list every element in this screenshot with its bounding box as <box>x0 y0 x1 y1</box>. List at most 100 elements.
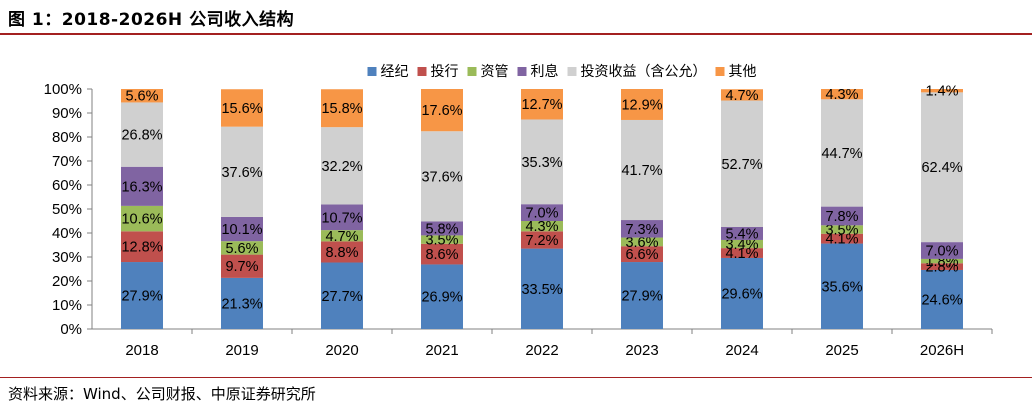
bar-segment <box>521 221 563 232</box>
y-tick-label: 20% <box>52 273 82 290</box>
bar-segment <box>721 257 763 329</box>
bar-segment <box>221 216 263 242</box>
chart-legend: 经纪 投行 资管 利息 投资收益（含公允） 其他 <box>367 63 757 79</box>
source-rule <box>0 377 1032 378</box>
data-label: 62.4% <box>921 160 962 176</box>
bar-segment <box>821 243 863 329</box>
bar-segment <box>321 89 363 128</box>
bar-segment <box>521 231 563 249</box>
bar-segment <box>121 102 163 167</box>
x-tick-label: 2025 <box>825 342 858 359</box>
data-label: 15.8% <box>321 101 362 117</box>
bar-segment <box>521 119 563 205</box>
bar-segment <box>321 204 363 231</box>
data-label: 4.3% <box>525 219 558 235</box>
bar-segment <box>221 254 263 278</box>
source-note: 资料来源：Wind、公司财报、中原证券研究所 <box>8 385 316 403</box>
bar-stack-2018: 27.9% 12.8% 10.6% 16.3% 26.8% 5.6% <box>121 89 163 329</box>
y-tick-label: 60% <box>52 177 82 194</box>
y-tick-label: 0% <box>60 321 82 338</box>
bar-stack-2025: 35.6% 4.1%3.5%7.8% 44.7% 4.3% <box>821 87 863 329</box>
data-label: 7.8% <box>825 209 858 225</box>
stacked-bar-chart: 0% 10% 20% 30% 40% 50% 60% 70% 80% 90% 100% 27.9% 12… <box>44 63 993 359</box>
bar-segment <box>721 248 763 258</box>
y-tick-label: 40% <box>52 225 82 242</box>
y-tick-label: 30% <box>52 249 82 266</box>
data-label: 15.6% <box>221 101 262 117</box>
data-label: 10.6% <box>121 212 162 228</box>
x-tick-label: 2018 <box>125 342 158 359</box>
data-label: 3.5% <box>425 233 458 249</box>
x-tick-label: 2019 <box>225 342 258 359</box>
data-label: 27.9% <box>121 289 162 305</box>
bar-segment <box>921 263 963 270</box>
data-label: 3.5% <box>825 223 858 239</box>
data-label: 8.6% <box>425 247 458 263</box>
bar-segment <box>321 230 363 242</box>
bar-segment <box>121 205 163 232</box>
bar-segment <box>221 241 263 255</box>
x-tick-label: 2024 <box>725 342 758 359</box>
bar-segment <box>621 119 663 221</box>
legend-label: 利息 <box>531 63 559 79</box>
data-label: 3.6% <box>625 235 658 251</box>
data-label: 44.7% <box>821 146 862 162</box>
y-tick-label: 70% <box>52 153 82 170</box>
data-label: 6.6% <box>625 247 658 263</box>
bar-stack-2022: 33.5% 7.2%4.3%7.0% 35.3% 12.7% <box>521 89 563 329</box>
legend-label: 资管 <box>481 63 509 79</box>
data-label: 5.6% <box>225 241 258 257</box>
y-tick-label: 100% <box>44 81 82 98</box>
bar-segment <box>421 235 463 244</box>
data-label: 4.3% <box>825 87 858 103</box>
data-label: 4.1% <box>825 232 858 248</box>
data-label: 7.0% <box>525 206 558 222</box>
bar-segment <box>121 89 163 103</box>
data-label: 33.5% <box>521 282 562 298</box>
y-tick-label: 50% <box>52 201 82 218</box>
legend-swatch <box>367 67 377 76</box>
bar-segment <box>321 127 363 205</box>
data-label: 41.7% <box>621 163 662 179</box>
bar-segment <box>121 262 163 329</box>
bar-segment <box>521 204 563 221</box>
legend-swatch <box>715 67 725 76</box>
data-label: 12.7% <box>521 97 562 113</box>
data-label: 26.8% <box>121 128 162 144</box>
data-label: 17.6% <box>421 103 462 119</box>
bar-segment <box>621 246 663 263</box>
bar-segment <box>221 277 263 329</box>
data-label: 7.0% <box>925 244 958 260</box>
bar-stack-2020: 27.7% 8.8%4.7% 10.7% 32.2% 15.8% <box>321 89 363 329</box>
legend-label: 其他 <box>729 63 757 79</box>
data-label: 5.4% <box>725 226 758 242</box>
data-label: 35.6% <box>821 279 862 295</box>
bar-segment <box>921 92 963 243</box>
bar-segment <box>421 243 463 265</box>
figure-title: 图 1：2018-2026H 公司收入结构 <box>8 10 295 30</box>
bar-segment <box>721 89 763 101</box>
bar-segment <box>821 225 863 234</box>
bar-segment <box>421 221 463 236</box>
x-tick-label: 2021 <box>425 342 458 359</box>
data-label: 32.2% <box>321 159 362 175</box>
y-tick-label: 10% <box>52 297 82 314</box>
data-label: 12.8% <box>121 240 162 256</box>
bar-segment <box>521 89 563 120</box>
legend-swatch <box>467 67 477 76</box>
bar-segment <box>721 227 763 240</box>
data-label: 24.6% <box>921 292 962 308</box>
bar-segment <box>121 231 163 263</box>
bar-segment <box>321 241 363 263</box>
bar-segment <box>921 89 963 93</box>
data-label: 4.1% <box>725 246 758 262</box>
x-tick-label: 2026H <box>920 342 964 359</box>
data-label: 35.3% <box>521 155 562 171</box>
bar-segment <box>921 258 963 264</box>
bar-segment <box>821 89 863 100</box>
data-label: 27.7% <box>321 289 362 305</box>
bar-segment <box>221 89 263 127</box>
legend-label: 投资收益（含公允） <box>581 63 707 79</box>
data-label: 3.4% <box>725 237 758 253</box>
bar-segment <box>521 248 563 329</box>
